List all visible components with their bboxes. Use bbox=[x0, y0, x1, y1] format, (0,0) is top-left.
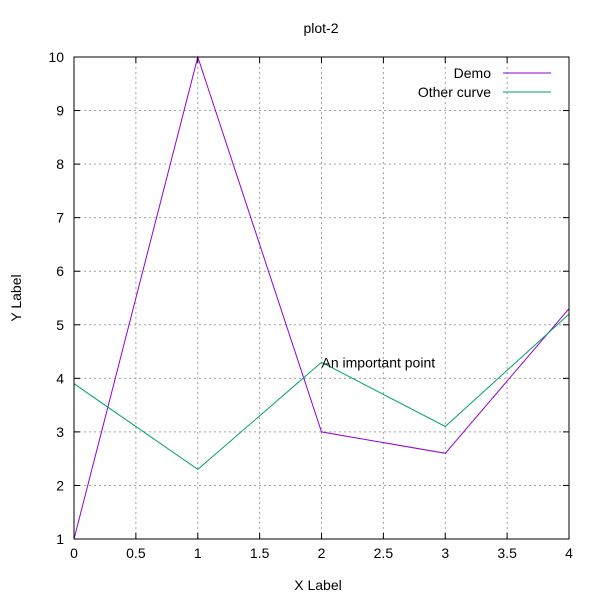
x-tick-label: 0.5 bbox=[126, 545, 146, 561]
y-tick-label: 10 bbox=[48, 49, 64, 65]
x-tick-label: 0 bbox=[70, 545, 78, 561]
y-tick-label: 9 bbox=[56, 103, 64, 119]
series-layer bbox=[73, 55, 570, 540]
x-tick-label: 1 bbox=[194, 545, 202, 561]
x-tick-label: 3.5 bbox=[497, 545, 517, 561]
x-tick-label: 2.5 bbox=[374, 545, 394, 561]
x-tick-label: 4 bbox=[565, 545, 573, 561]
x-tick-label: 2 bbox=[318, 545, 326, 561]
y-tick-label: 2 bbox=[56, 477, 64, 493]
y-tick-label: 7 bbox=[56, 210, 64, 226]
tick-labels: 0 0.5 1 1.5 2 2.5 3 3.5 4 1 2 3 4 5 6 7 8 9 10 bbox=[48, 49, 573, 561]
series-line-2 bbox=[73, 313, 570, 471]
x-axis-label: X Label bbox=[294, 577, 341, 593]
legend-label: Other curve bbox=[418, 84, 491, 100]
y-tick-label: 3 bbox=[56, 424, 64, 440]
grid bbox=[74, 57, 569, 539]
y-tick-label: 6 bbox=[56, 263, 64, 279]
series-line-1 bbox=[73, 55, 570, 540]
y-axis-label: Y Label bbox=[8, 274, 24, 321]
y-tick-label: 1 bbox=[56, 531, 64, 547]
legend-label: Demo bbox=[454, 65, 492, 81]
x-tick-label: 1.5 bbox=[250, 545, 270, 561]
annotation-text: An important point bbox=[322, 354, 436, 370]
legend: Demo Other curve bbox=[418, 65, 551, 100]
y-tick-label: 8 bbox=[56, 156, 64, 172]
y-tick-label: 5 bbox=[56, 317, 64, 333]
x-tick-label: 3 bbox=[441, 545, 449, 561]
y-tick-label: 4 bbox=[56, 370, 64, 386]
annotations: An important point bbox=[322, 354, 436, 370]
chart-title: plot-2 bbox=[303, 20, 338, 36]
axis-ticks bbox=[73, 56, 570, 540]
